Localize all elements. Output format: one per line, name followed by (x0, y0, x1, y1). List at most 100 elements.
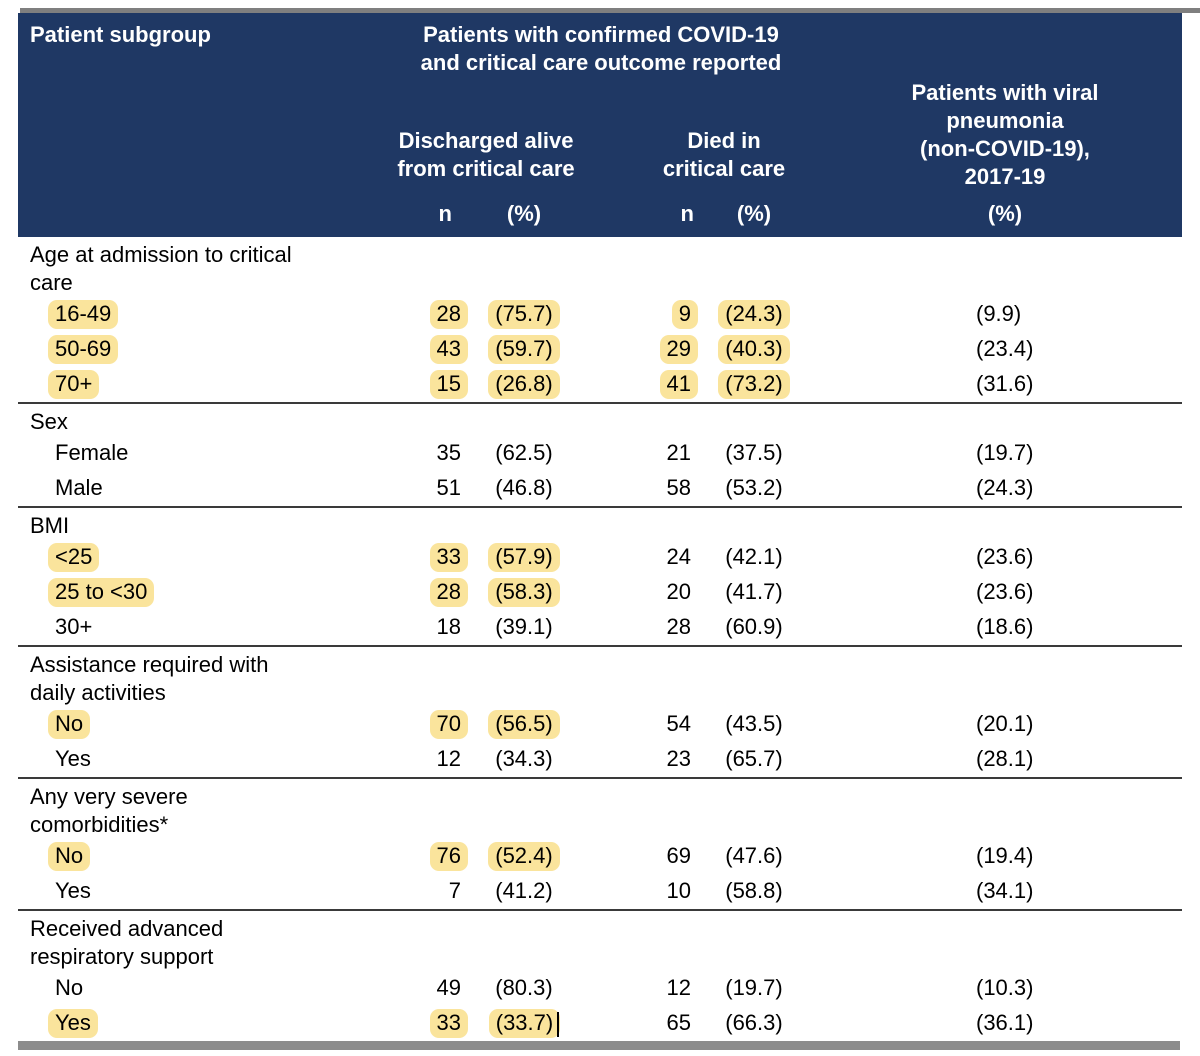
table-row: 30+ 18 (39.1) 28 (60.9) (18.6) (18, 610, 1182, 645)
pct-viral-cell: (24.3) (976, 475, 1034, 500)
subgroup-cell: Yes (55, 878, 91, 903)
text-cursor (557, 1011, 560, 1037)
header-discharged-alive: Discharged alive from critical care (397, 128, 575, 181)
n-died-cell: 69 (666, 843, 691, 868)
table-row: 16-49 28 (75.7) 9 (24.3) (9.9) (18, 297, 1182, 332)
section-title: Age at admission to critical care (30, 242, 292, 295)
section-title: Sex (30, 409, 68, 434)
n-discharged-cell: 28 (429, 578, 468, 607)
pct-discharged-cell: (75.7) (488, 300, 560, 329)
table-header: Patient subgroup Patients with confirmed… (18, 13, 1182, 301)
pct-viral-cell: (10.3) (976, 975, 1034, 1000)
header-covid-group: Patients with confirmed COVID-19 and cri… (420, 22, 782, 75)
pct-died-cell: (58.8) (725, 878, 783, 903)
pct-viral-cell: (19.7) (976, 440, 1034, 465)
subgroup-cell: Yes (48, 1009, 98, 1038)
section-title: BMI (30, 513, 70, 538)
pct-viral-cell: (28.1) (976, 746, 1034, 771)
n-died-cell: 12 (666, 975, 691, 1000)
header-pct-died: (%) (736, 201, 772, 226)
pct-discharged-cell: (57.9) (488, 543, 560, 572)
pct-died-cell: (73.2) (718, 370, 790, 399)
subgroup-cell: Male (55, 475, 103, 500)
n-died-cell: 20 (666, 579, 691, 604)
n-discharged-cell: 7 (448, 878, 461, 903)
header-n-discharged: n (438, 201, 452, 226)
n-died-cell: 29 (659, 335, 698, 364)
table-section: Assistance required with daily activitie… (18, 645, 1182, 777)
pct-died-cell: (41.7) (725, 579, 783, 604)
pct-died-cell: (53.2) (725, 475, 783, 500)
pct-discharged-cell: (52.4) (488, 842, 560, 871)
header-patient-subgroup: Patient subgroup (30, 22, 211, 47)
subgroup-cell: No (48, 842, 91, 871)
n-discharged-cell: 28 (429, 300, 468, 329)
n-died-cell: 58 (666, 475, 691, 500)
header-n-died: n (680, 201, 694, 226)
n-died-cell: 41 (659, 370, 698, 399)
pct-viral-cell: (36.1) (976, 1010, 1034, 1035)
pct-discharged-cell: (58.3) (488, 578, 560, 607)
n-died-cell: 54 (666, 711, 691, 736)
table-section: Any very severe comorbidities* No 76 (52… (18, 777, 1182, 909)
pct-died-cell: (47.6) (725, 843, 783, 868)
n-died-cell: 9 (671, 300, 698, 329)
pct-viral-cell: (23.6) (976, 544, 1034, 569)
pct-discharged-cell: (33.7) (488, 1009, 561, 1038)
n-discharged-cell: 33 (429, 543, 468, 572)
pct-viral-cell: (34.1) (976, 878, 1034, 903)
pct-discharged-cell: (34.3) (495, 746, 553, 771)
pct-discharged-cell: (41.2) (495, 878, 553, 903)
pct-discharged-cell: (62.5) (495, 440, 553, 465)
subgroup-cell: 16-49 (48, 300, 119, 329)
pct-died-cell: (42.1) (725, 544, 783, 569)
header-pct-viral: (%) (987, 201, 1023, 226)
pct-discharged-cell: (59.7) (488, 335, 560, 364)
n-died-cell: 21 (666, 440, 691, 465)
table-row: 25 to <30 28 (58.3) 20 (41.7) (23.6) (18, 575, 1182, 610)
table-row: <25 33 (57.9) 24 (42.1) (23.6) (18, 540, 1182, 575)
n-discharged-cell: 51 (436, 475, 461, 500)
header-viral-pneumonia: Patients with viral pneumonia (non-COVID… (911, 80, 1099, 189)
pct-viral-cell: (9.9) (976, 301, 1022, 326)
section-title: Any very severe comorbidities* (30, 784, 188, 837)
subgroup-cell: Female (55, 440, 129, 465)
pct-viral-cell: (20.1) (976, 711, 1034, 736)
n-died-cell: 24 (666, 544, 691, 569)
pct-died-cell: (24.3) (718, 300, 790, 329)
table-row: No 76 (52.4) 69 (47.6) (19.4) (18, 839, 1182, 874)
header-viral-group-wrap: Patients with viral pneumonia (non-COVID… (810, 13, 1182, 301)
n-discharged-cell: 49 (436, 975, 461, 1000)
n-discharged-cell: 33 (429, 1009, 468, 1038)
n-discharged-cell: 35 (436, 440, 461, 465)
table-row: Male 51 (46.8) 58 (53.2) (24.3) (18, 471, 1182, 506)
table-row: 50-69 43 (59.7) 29 (40.3) (23.4) (18, 332, 1182, 367)
subgroup-cell: <25 (48, 543, 100, 572)
bottom-border-bar (18, 1041, 1180, 1050)
pct-discharged-cell: (56.5) (488, 710, 560, 739)
section-title: Assistance required with daily activitie… (30, 652, 269, 705)
n-died-cell: 28 (666, 614, 691, 639)
n-discharged-cell: 76 (429, 842, 468, 871)
pct-discharged-cell: (46.8) (495, 475, 553, 500)
table-row: Female 35 (62.5) 21 (37.5) (19.7) (18, 436, 1182, 471)
table-row: No 49 (80.3) 12 (19.7) (10.3) (18, 971, 1182, 1006)
n-discharged-cell: 12 (436, 746, 461, 771)
subgroup-cell: Yes (55, 746, 91, 771)
table-row: No 70 (56.5) 54 (43.5) (20.1) (18, 707, 1182, 742)
subgroup-cell: 30+ (55, 614, 93, 639)
n-discharged-cell: 70 (429, 710, 468, 739)
header-viral-died: Died in critical care (943, 248, 1067, 301)
subgroup-cell: No (48, 710, 91, 739)
subgroup-cell: 70+ (48, 370, 100, 399)
header-died-critical-care: Died in critical care (662, 128, 786, 181)
pct-discharged-cell: (39.1) (495, 614, 553, 639)
pct-viral-cell: (31.6) (976, 371, 1034, 396)
top-border-strip (20, 8, 1200, 13)
pct-died-cell: (37.5) (725, 440, 783, 465)
n-discharged-cell: 18 (436, 614, 461, 639)
table-section: Received advanced respiratory support No… (18, 909, 1182, 1041)
n-died-cell: 65 (666, 1010, 691, 1035)
pct-died-cell: (65.7) (725, 746, 783, 771)
